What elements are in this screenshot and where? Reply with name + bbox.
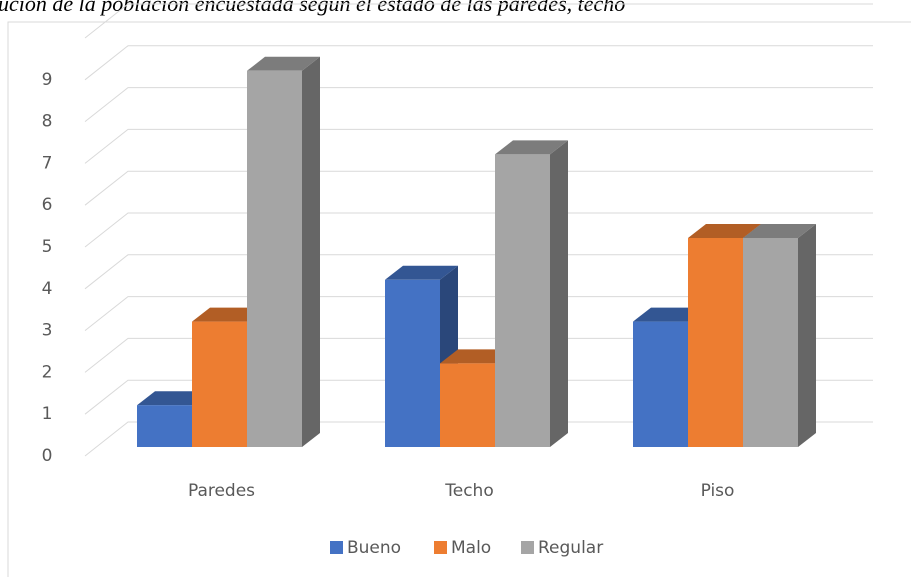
bar-top xyxy=(385,265,458,280)
bar-top xyxy=(440,349,513,364)
legend-swatch xyxy=(330,541,343,554)
bar-side xyxy=(550,140,568,447)
bar-side xyxy=(798,224,816,447)
grid-line xyxy=(84,379,873,415)
bar xyxy=(137,405,192,447)
legend-label: Bueno xyxy=(347,538,401,558)
bar xyxy=(192,321,247,447)
y-tick-label: 0 xyxy=(42,446,53,466)
chart-frame xyxy=(7,21,911,577)
bar xyxy=(633,321,688,447)
bar-top xyxy=(495,140,568,155)
x-tick-label: Techo xyxy=(444,481,493,501)
bar xyxy=(247,70,302,448)
legend-swatch xyxy=(521,541,534,554)
x-tick-label: Paredes xyxy=(188,481,255,501)
grid-line xyxy=(84,170,873,206)
bar xyxy=(688,238,743,447)
bar-top xyxy=(247,56,320,71)
grid-line xyxy=(84,87,873,122)
y-tick-label: 1 xyxy=(42,404,53,424)
grid-line xyxy=(84,421,873,457)
x-tick-label: Piso xyxy=(701,481,735,501)
legend-label: Malo xyxy=(451,538,491,558)
bar-top xyxy=(192,307,265,322)
bar xyxy=(440,363,495,447)
chart-title: ución de la población encuestada según e… xyxy=(0,0,625,16)
y-tick-label: 4 xyxy=(42,279,53,299)
bar xyxy=(495,154,550,447)
y-tick-label: 5 xyxy=(42,237,53,257)
bar-top xyxy=(137,391,210,406)
y-tick-label: 6 xyxy=(42,195,53,215)
y-tick-label: 8 xyxy=(42,112,53,132)
y-tick-label: 7 xyxy=(42,153,53,173)
bar xyxy=(743,238,798,447)
grid-line xyxy=(84,3,873,39)
bar xyxy=(385,279,440,447)
bar-top xyxy=(743,224,816,238)
grid-line xyxy=(84,337,873,373)
legend-swatch xyxy=(434,541,447,554)
y-tick-label: 2 xyxy=(42,362,53,382)
y-tick-label: 9 xyxy=(42,70,53,90)
legend-label: Regular xyxy=(538,538,603,558)
y-tick-label: 3 xyxy=(42,321,53,341)
bar-top xyxy=(633,307,706,322)
bar-side xyxy=(302,56,320,448)
grid-line xyxy=(84,128,873,164)
grid-line xyxy=(84,45,873,81)
grid-line xyxy=(84,212,873,248)
grid-line xyxy=(84,296,873,331)
grid-line xyxy=(84,254,873,290)
bar-top xyxy=(688,224,761,238)
